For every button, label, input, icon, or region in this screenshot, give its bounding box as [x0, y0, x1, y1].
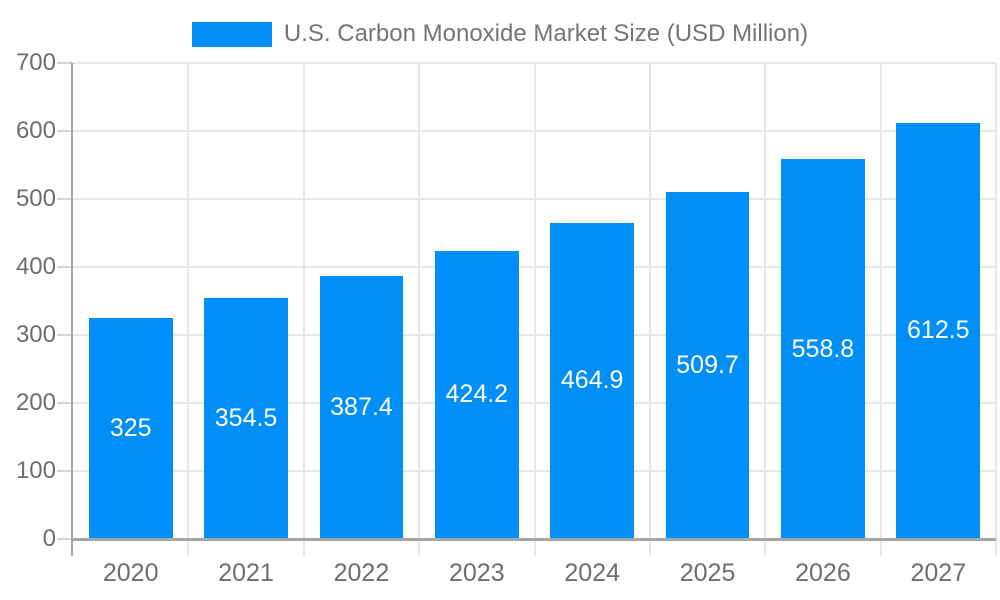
bar-value-label: 509.7 [676, 351, 739, 380]
y-axis-tick [57, 538, 72, 540]
x-axis-tick-label: 2026 [795, 559, 851, 587]
bar-2026[interactable]: 558.8 [781, 159, 865, 539]
bar-value-label: 424.2 [445, 380, 509, 409]
y-axis-tick [57, 266, 72, 268]
y-axis-tick-label: 400 [15, 253, 56, 280]
y-axis-tick-label: 300 [15, 321, 56, 348]
y-axis-tick [57, 402, 72, 404]
v-gridline [764, 63, 767, 556]
x-axis-tick-label: 2024 [564, 559, 620, 587]
x-axis-tick-label: 2021 [218, 559, 274, 587]
v-gridline [302, 63, 305, 556]
bar-2025[interactable]: 509.7 [665, 192, 750, 539]
x-axis-tick-label: 2027 [910, 559, 967, 587]
v-gridline [879, 63, 882, 556]
x-axis-tick-label: 2020 [102, 559, 159, 587]
y-axis-tick [57, 62, 72, 64]
bar-2020[interactable]: 325 [88, 318, 173, 539]
bar-value-label: 558.8 [791, 334, 855, 363]
y-axis-tick-label: 600 [15, 117, 56, 144]
v-gridline [995, 63, 997, 556]
y-axis-tick [57, 334, 72, 336]
x-axis-tick-label: 2022 [333, 559, 390, 587]
y-axis-tick [57, 198, 72, 200]
v-gridline [648, 63, 651, 556]
v-gridline [533, 63, 536, 556]
bar-2023[interactable]: 424.2 [434, 250, 519, 539]
bar-value-label: 464.9 [560, 366, 624, 395]
plot-area: 325 354.5 387.4 424.2 464.9 509.7 558.8 612.5 [73, 62, 997, 556]
bar-value-label: 325 [109, 414, 152, 442]
v-gridline [187, 63, 190, 556]
x-axis-tick-label: 2025 [679, 559, 736, 587]
y-axis-tick [57, 130, 72, 132]
bar-value-label: 387.4 [330, 392, 393, 421]
y-axis-tick [57, 470, 72, 472]
legend-item[interactable]: U.S. Carbon Monoxide Market Size (USD Mi… [0, 14, 1000, 54]
bar-value-label: 612.5 [907, 316, 970, 345]
y-axis-tick-label: 500 [15, 185, 56, 212]
bar-2021[interactable]: 354.5 [204, 297, 288, 539]
v-gridline [418, 63, 421, 556]
y-axis-tick-label: 100 [15, 457, 56, 484]
y-axis-tick-label: 200 [15, 389, 56, 416]
bar-value-label: 354.5 [214, 403, 278, 432]
legend-swatch-icon [191, 21, 272, 47]
bar-2022[interactable]: 387.4 [319, 275, 404, 539]
y-axis-line [71, 63, 73, 556]
legend-label: U.S. Carbon Monoxide Market Size (USD Mi… [283, 20, 809, 47]
y-axis-tick-label: 0 [42, 525, 56, 552]
bar-2024[interactable]: 464.9 [550, 222, 634, 539]
x-axis-line [71, 538, 996, 541]
bar-2027[interactable]: 612.5 [896, 122, 981, 539]
x-axis-tick-label: 2023 [449, 559, 505, 587]
y-axis-tick-label: 700 [15, 49, 56, 76]
